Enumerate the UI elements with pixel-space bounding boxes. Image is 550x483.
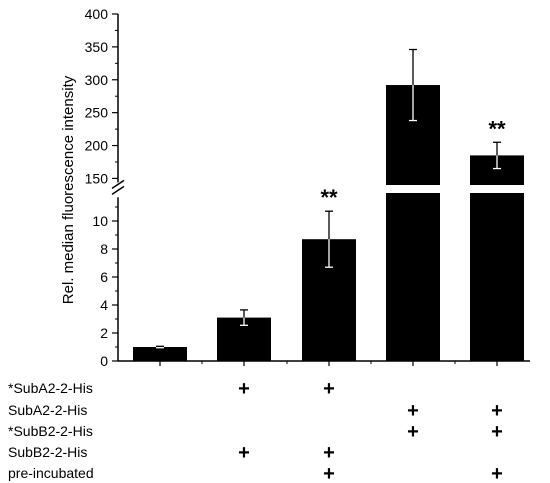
significance-label: ** — [488, 116, 506, 141]
condition-plus-mark: + — [323, 463, 335, 483]
bar — [386, 193, 440, 361]
condition-label: SubB2-2-His — [8, 444, 87, 460]
y-tick-label: 10 — [92, 213, 108, 229]
condition-label: *SubB2-2-His — [8, 423, 93, 439]
axis-break-mark — [111, 185, 125, 196]
y-tick-label: 0 — [100, 353, 108, 369]
y-axis-title-group: Rel. median fluorescence intensity — [60, 75, 77, 304]
y-tick-label: 4 — [100, 297, 108, 313]
condition-plus-mark: + — [491, 421, 503, 443]
condition-plus-mark: + — [238, 378, 250, 400]
condition-label: SubA2-2-His — [8, 402, 87, 418]
condition-plus-mark: + — [323, 378, 335, 400]
bars-group: ** ** — [133, 48, 524, 361]
condition-plus-mark: + — [407, 421, 419, 443]
significance-label: ** — [320, 185, 338, 210]
condition-table: *SubA2-2-His + +SubA2-2-His + +*SubB2-2-His +… — [8, 378, 503, 483]
y-tick-label: 250 — [85, 105, 109, 121]
condition-label: pre-incubated — [8, 465, 94, 481]
bar — [133, 347, 187, 361]
y-tick-label: 400 — [85, 6, 109, 22]
axis-break-mark — [111, 179, 125, 190]
y-tick-label: 350 — [85, 39, 109, 55]
y-axis-title: Rel. median fluorescence intensity — [60, 75, 77, 304]
y-tick-label: 300 — [85, 72, 109, 88]
condition-plus-mark: + — [323, 442, 335, 464]
y-tick-label: 150 — [85, 170, 109, 186]
condition-plus-mark: + — [238, 442, 250, 464]
y-tick-label: 6 — [100, 269, 108, 285]
condition-label: *SubA2-2-His — [8, 380, 93, 396]
condition-plus-mark: + — [491, 463, 503, 483]
condition-plus-mark: + — [407, 400, 419, 422]
condition-plus-mark: + — [491, 400, 503, 422]
y-tick-label: 8 — [100, 241, 108, 257]
bar — [470, 193, 524, 361]
y-tick-label: 2 — [100, 325, 108, 341]
upper-y-axis: 150 200 250 300 350 400 — [85, 6, 125, 196]
y-tick-label: 200 — [85, 138, 109, 154]
